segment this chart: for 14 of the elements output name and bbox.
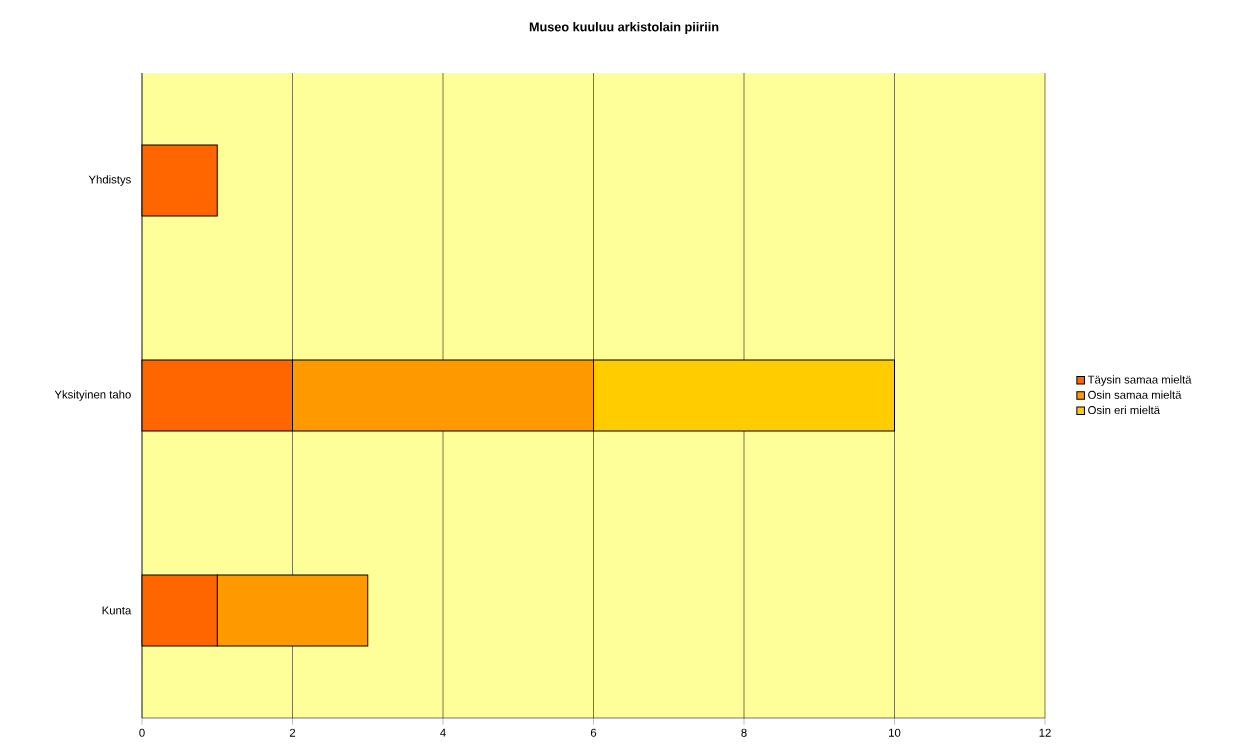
y-tick-label: Kunta xyxy=(102,606,132,615)
x-tick-label: 12 xyxy=(1039,728,1051,737)
legend-label: Osin samaa mieltä xyxy=(1088,390,1182,399)
legend-label: Täysin samaa mieltä xyxy=(1087,375,1192,386)
chart-title: Museo kuuluu arkistolain piiriin xyxy=(529,22,719,34)
y-tick-label: Yksityinen taho xyxy=(54,390,131,401)
x-tick-label: 0 xyxy=(139,728,145,737)
x-tick-label: 8 xyxy=(741,728,747,737)
x-tick-label: 10 xyxy=(889,728,901,737)
y-tick-label: Yhdistys xyxy=(88,175,131,186)
legend-label: Osin eri mieltä xyxy=(1088,405,1161,415)
x-tick-label: 2 xyxy=(289,728,296,737)
x-tick-label: 6 xyxy=(590,728,597,737)
x-tick-label: 4 xyxy=(440,728,446,737)
